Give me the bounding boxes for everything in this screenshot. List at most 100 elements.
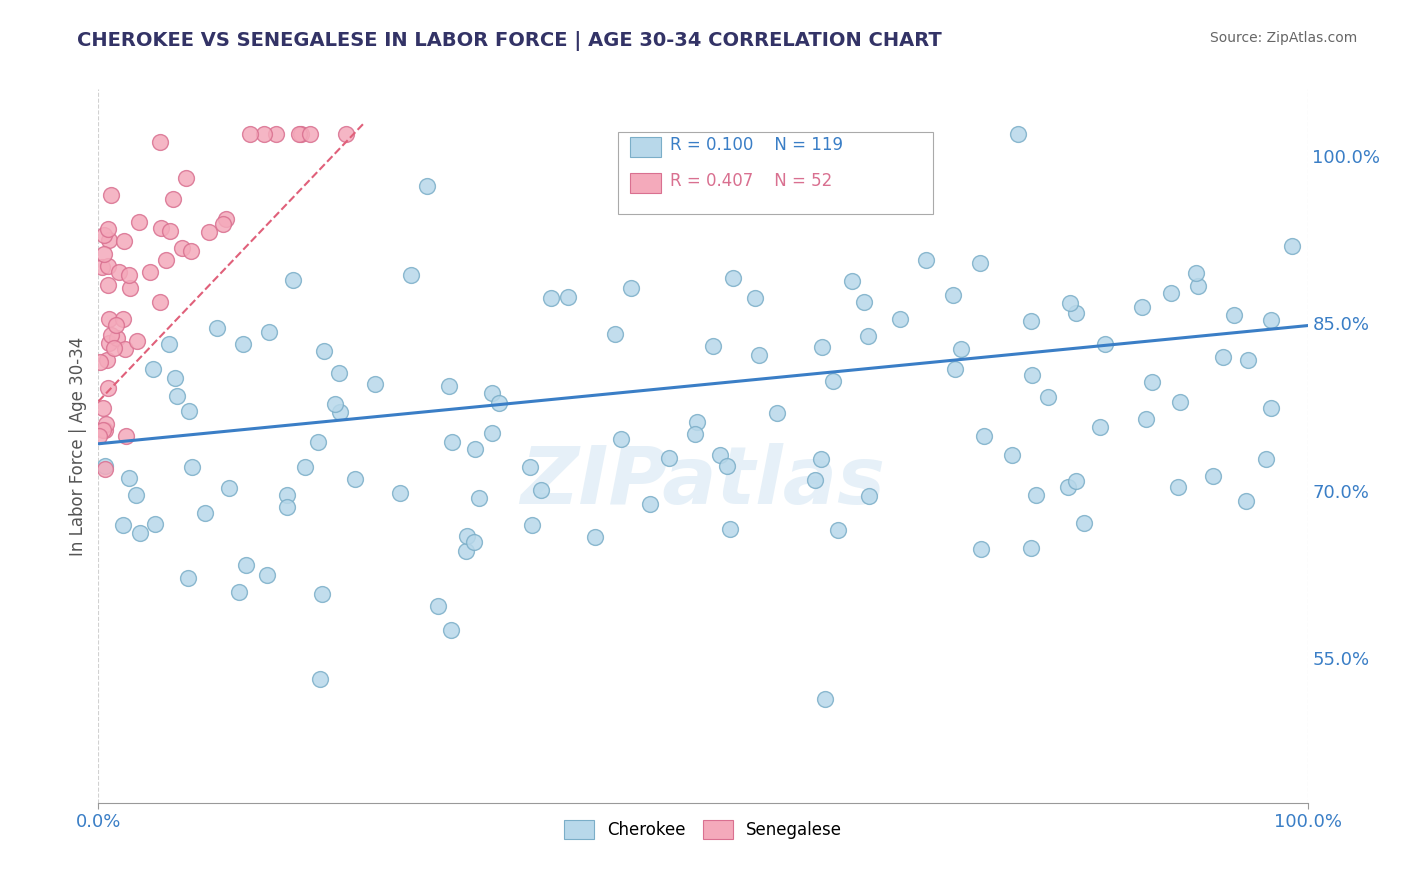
Point xyxy=(125,488,148,502)
Point xyxy=(821,374,844,388)
Point xyxy=(143,517,166,532)
Point xyxy=(439,623,461,637)
Point xyxy=(1036,390,1059,404)
Point xyxy=(1059,296,1081,310)
Point xyxy=(1057,480,1080,494)
Point xyxy=(720,522,742,536)
Point xyxy=(463,535,485,549)
Point xyxy=(1160,286,1182,301)
Point xyxy=(98,336,121,351)
Point xyxy=(1234,494,1257,508)
Point xyxy=(139,265,162,279)
Point xyxy=(276,488,298,502)
Point xyxy=(312,344,335,359)
Point xyxy=(1073,516,1095,530)
Point xyxy=(157,336,180,351)
Point xyxy=(1170,395,1192,409)
Point xyxy=(1130,300,1153,314)
Point xyxy=(686,415,709,429)
Point xyxy=(1281,239,1303,253)
Point xyxy=(530,483,553,497)
Point xyxy=(170,241,193,255)
Point xyxy=(142,362,165,376)
Point xyxy=(456,529,478,543)
Point xyxy=(211,217,233,231)
Point xyxy=(96,417,118,432)
Point xyxy=(232,336,254,351)
Point xyxy=(218,481,240,495)
Point xyxy=(214,212,236,227)
Point xyxy=(114,342,136,356)
Point xyxy=(91,260,114,274)
Point xyxy=(97,259,120,273)
Point xyxy=(96,352,118,367)
Point xyxy=(702,339,724,353)
Point xyxy=(858,489,880,503)
Point xyxy=(309,672,332,686)
Point xyxy=(388,486,411,500)
Point xyxy=(149,135,172,149)
Point xyxy=(464,442,486,457)
Point xyxy=(973,429,995,443)
Point xyxy=(239,127,262,141)
Point xyxy=(853,295,876,310)
Point xyxy=(557,290,579,304)
Point xyxy=(228,585,250,599)
Point xyxy=(427,599,450,614)
Point xyxy=(149,221,172,235)
Point xyxy=(1094,337,1116,351)
Point xyxy=(1167,480,1189,494)
Point xyxy=(283,273,305,287)
Point xyxy=(1019,314,1042,328)
Point xyxy=(87,429,110,443)
Text: R = 0.407    N = 52: R = 0.407 N = 52 xyxy=(671,171,832,189)
Point xyxy=(100,187,122,202)
Point xyxy=(97,278,120,293)
Point xyxy=(748,348,770,362)
Point xyxy=(1223,308,1246,322)
Point xyxy=(299,127,322,141)
Point xyxy=(155,252,177,267)
Point xyxy=(91,423,114,437)
Point xyxy=(129,526,152,541)
Point xyxy=(481,426,503,441)
Point xyxy=(766,405,789,419)
Point xyxy=(177,571,200,585)
Point xyxy=(1187,278,1209,293)
Point xyxy=(253,127,276,141)
Point xyxy=(811,340,834,354)
Point xyxy=(194,506,217,520)
Point xyxy=(329,405,352,419)
Point xyxy=(1064,306,1087,320)
Point xyxy=(949,342,972,356)
Point xyxy=(856,328,879,343)
Point xyxy=(127,334,149,348)
Point xyxy=(969,256,991,270)
Point xyxy=(709,448,731,462)
Point xyxy=(325,397,347,411)
Point xyxy=(94,462,117,476)
Point xyxy=(540,291,562,305)
Point xyxy=(519,460,541,475)
Point xyxy=(437,379,460,393)
Point xyxy=(107,331,129,345)
Point xyxy=(97,221,120,235)
Point xyxy=(1064,474,1087,488)
Point xyxy=(294,459,316,474)
Point xyxy=(198,225,221,239)
Point xyxy=(120,281,142,295)
Point xyxy=(969,541,991,556)
Point xyxy=(94,458,117,473)
Point xyxy=(118,471,141,485)
Point xyxy=(942,288,965,302)
Point xyxy=(440,434,463,449)
Point xyxy=(104,318,127,332)
Point xyxy=(609,432,631,446)
Point xyxy=(256,567,278,582)
Point xyxy=(488,396,510,410)
Text: Source: ZipAtlas.com: Source: ZipAtlas.com xyxy=(1209,31,1357,45)
Point xyxy=(841,274,863,288)
Point xyxy=(1019,541,1042,555)
Point xyxy=(149,294,172,309)
Point xyxy=(100,328,122,343)
